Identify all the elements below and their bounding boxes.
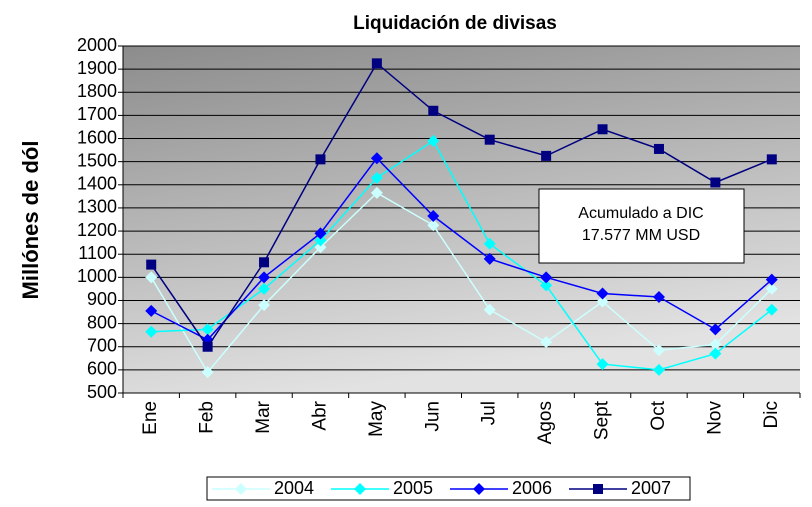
data-point	[484, 134, 495, 145]
data-point	[258, 299, 271, 312]
x-tick-label: Abr	[309, 400, 330, 430]
data-point	[540, 336, 553, 349]
x-tick-label: May	[366, 401, 387, 437]
annotation-box	[538, 188, 745, 264]
data-point	[146, 259, 157, 270]
x-tick-label: Dic	[761, 401, 782, 428]
data-point	[596, 295, 609, 308]
data-point	[765, 303, 778, 316]
annotation-text: Acumulado a DIC	[578, 205, 703, 222]
data-point	[258, 271, 271, 284]
series-line	[150, 157, 773, 341]
data-point	[145, 325, 158, 338]
legend-marker	[593, 484, 603, 494]
x-tick-label: Oct	[648, 400, 669, 430]
data-point	[202, 341, 213, 352]
data-point	[653, 143, 664, 154]
y-tick-label: 1700	[77, 104, 117, 124]
y-tick-label: 1400	[77, 174, 117, 194]
y-tick-label: 700	[87, 335, 117, 355]
data-point	[258, 282, 271, 295]
x-tick-label: Nov	[704, 401, 725, 435]
data-point	[709, 323, 722, 336]
legend-label: 2004	[274, 478, 314, 498]
data-point	[314, 234, 327, 247]
y-axis-label: Millónes de dól	[18, 141, 43, 300]
series-line	[151, 139, 773, 371]
y-tick-label: 900	[87, 289, 117, 309]
data-point	[259, 257, 270, 268]
data-point	[370, 186, 383, 199]
data-point	[427, 219, 440, 232]
data-point	[541, 150, 552, 161]
y-tick-label: 1300	[77, 197, 117, 217]
data-point	[201, 366, 214, 379]
y-tick-label: 800	[87, 312, 117, 332]
data-point	[427, 134, 440, 147]
data-point	[370, 171, 383, 184]
legend-label: 2007	[631, 478, 671, 498]
data-point	[370, 152, 383, 165]
y-tick-label: 2000	[77, 35, 117, 55]
data-point	[483, 303, 496, 316]
data-point	[483, 252, 496, 265]
data-point	[709, 338, 722, 351]
data-point	[315, 154, 326, 165]
legend-marker	[235, 483, 247, 495]
data-point	[371, 58, 382, 69]
x-tick-label: Feb	[197, 401, 218, 434]
y-tick-label: 1000	[77, 266, 117, 286]
data-point	[428, 105, 439, 116]
y-tick-label: 1100	[78, 243, 117, 263]
data-point	[201, 323, 214, 336]
data-point	[145, 304, 158, 317]
annotation-text: 17.577 MM USD	[582, 227, 700, 244]
data-point	[652, 363, 665, 376]
data-point	[766, 154, 777, 165]
data-point	[765, 282, 778, 295]
y-tick-label: 1900	[77, 58, 117, 78]
y-tick-label: 1200	[77, 220, 117, 240]
legend-marker	[354, 483, 366, 495]
x-tick-label: Jul	[479, 401, 500, 425]
y-tick-label: 500	[87, 382, 117, 402]
x-tick-label: Agos	[535, 401, 556, 444]
y-tick-label: 1600	[77, 127, 117, 147]
data-point	[652, 290, 665, 303]
data-point	[540, 279, 553, 292]
x-tick-label: Jun	[422, 401, 443, 432]
y-tick-label: 1500	[77, 150, 117, 170]
data-point	[483, 237, 496, 250]
series-line	[150, 62, 773, 349]
x-tick-label: Sept	[592, 400, 613, 440]
y-tick-label: 1800	[77, 81, 117, 101]
data-point	[709, 347, 722, 360]
legend-label: 2006	[512, 478, 552, 498]
legend-box	[206, 476, 691, 501]
y-tick-label: 600	[87, 359, 117, 379]
data-point	[540, 271, 553, 284]
data-point	[314, 227, 327, 240]
data-point	[765, 273, 778, 286]
data-point	[652, 344, 665, 357]
legend-label: 2005	[393, 478, 433, 498]
data-point	[596, 358, 609, 371]
series-line	[150, 191, 773, 374]
data-point	[145, 271, 158, 284]
legend-marker	[473, 483, 485, 495]
x-tick-label: Mar	[253, 400, 274, 433]
data-point	[596, 287, 609, 300]
data-point	[314, 241, 327, 254]
data-point	[710, 177, 721, 188]
chart-title: Liquidación de divisas	[353, 13, 557, 34]
data-point	[427, 210, 440, 223]
x-tick-label: Ene	[140, 401, 161, 435]
data-point	[597, 124, 608, 135]
